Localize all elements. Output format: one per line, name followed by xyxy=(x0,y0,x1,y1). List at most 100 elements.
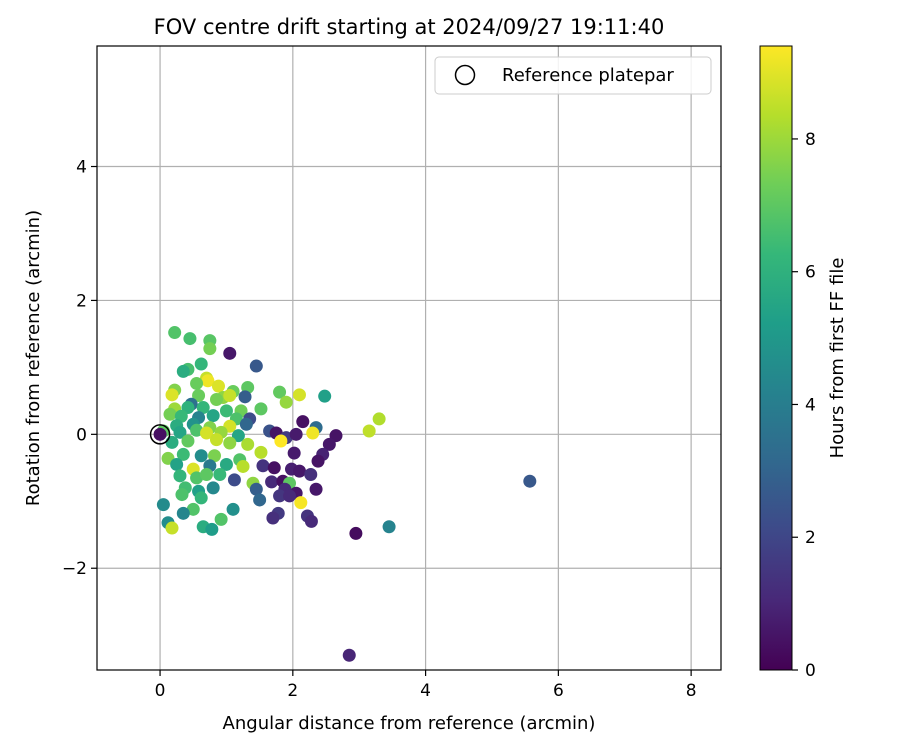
data-point xyxy=(190,423,204,437)
data-point xyxy=(266,511,280,525)
data-point xyxy=(176,447,190,461)
data-point xyxy=(283,489,297,503)
data-points xyxy=(156,326,537,662)
colorbar-tick-label: 2 xyxy=(805,528,816,548)
data-point xyxy=(209,433,223,447)
data-point xyxy=(223,388,237,402)
data-point xyxy=(382,520,396,534)
data-point xyxy=(219,457,233,471)
data-point xyxy=(163,407,177,421)
data-point xyxy=(318,389,332,403)
data-point xyxy=(372,412,386,426)
colorbar-tick-label: 8 xyxy=(805,130,816,150)
data-point xyxy=(205,522,219,536)
colorbar-tick-label: 4 xyxy=(805,395,816,415)
data-point xyxy=(165,435,179,449)
data-point xyxy=(309,482,323,496)
data-point xyxy=(223,436,237,450)
colorbar-tick-label: 6 xyxy=(805,263,816,283)
data-point xyxy=(523,474,537,488)
x-tick-label: 2 xyxy=(287,681,298,701)
colorbar-ticks: 0 2 4 6 8 xyxy=(792,130,816,681)
data-point xyxy=(294,496,308,510)
data-point xyxy=(239,417,253,431)
y-axis-ticks: −2 0 2 4 xyxy=(62,158,97,579)
data-point xyxy=(176,364,190,378)
data-point xyxy=(170,457,184,471)
data-point xyxy=(190,471,204,485)
chart-title: FOV centre drift starting at 2024/09/27 … xyxy=(154,15,665,39)
legend-marker xyxy=(454,64,476,86)
data-point xyxy=(253,493,267,507)
data-point xyxy=(201,374,215,388)
data-point xyxy=(289,427,303,441)
data-point xyxy=(241,437,255,451)
data-point xyxy=(304,514,318,528)
data-point xyxy=(181,434,195,448)
data-point xyxy=(236,459,250,473)
data-point xyxy=(238,390,252,404)
data-point xyxy=(213,467,227,481)
data-point xyxy=(296,415,310,429)
data-point xyxy=(183,332,197,346)
data-point xyxy=(223,346,237,360)
reference-point-fill xyxy=(153,427,167,441)
data-point xyxy=(287,446,301,460)
data-point xyxy=(349,526,363,540)
data-point xyxy=(200,467,214,481)
y-tick-label: 4 xyxy=(76,158,87,178)
data-point xyxy=(211,379,225,393)
data-point xyxy=(194,357,208,371)
data-point xyxy=(176,506,190,520)
data-point xyxy=(156,498,170,512)
data-point xyxy=(292,388,306,402)
data-point xyxy=(304,467,318,481)
colorbar: 0 2 4 6 8 Hours from first FF file xyxy=(759,45,848,681)
data-point xyxy=(265,475,279,489)
data-point xyxy=(173,425,187,439)
x-tick-label: 6 xyxy=(553,681,564,701)
reference-marker xyxy=(149,424,171,445)
data-point xyxy=(206,481,220,495)
colorbar-tick-label: 0 xyxy=(805,661,816,681)
data-point xyxy=(311,454,325,468)
data-point xyxy=(214,512,228,526)
y-tick-label: 0 xyxy=(76,425,87,445)
data-point xyxy=(219,404,233,418)
y-tick-label: −2 xyxy=(62,559,87,579)
data-point xyxy=(254,402,268,416)
data-point xyxy=(249,482,263,496)
data-point xyxy=(292,464,306,478)
data-point xyxy=(165,388,179,402)
data-point xyxy=(203,342,217,356)
grid-lines xyxy=(97,46,721,670)
x-axis-ticks: 0 2 4 6 8 xyxy=(155,670,697,701)
x-tick-label: 4 xyxy=(420,681,431,701)
data-point xyxy=(206,409,220,423)
data-point xyxy=(175,488,189,502)
data-point xyxy=(249,359,263,373)
data-point xyxy=(207,449,221,463)
data-point xyxy=(196,401,210,415)
plot-frame xyxy=(96,45,722,671)
data-point xyxy=(226,502,240,516)
data-point xyxy=(322,437,336,451)
data-point xyxy=(273,489,287,503)
colorbar-label: Hours from first FF file xyxy=(827,258,848,459)
x-tick-label: 8 xyxy=(686,681,697,701)
legend: Reference platepar xyxy=(434,56,712,95)
data-point xyxy=(194,449,208,463)
x-tick-label: 0 xyxy=(155,681,166,701)
data-point xyxy=(306,426,320,440)
data-point xyxy=(200,426,214,440)
y-axis-label: Rotation from reference (arcmin) xyxy=(23,210,44,506)
data-point xyxy=(273,385,287,399)
data-point xyxy=(165,521,179,535)
data-point xyxy=(227,473,241,487)
data-point xyxy=(168,326,182,340)
data-point xyxy=(190,376,204,390)
data-point xyxy=(256,459,270,473)
data-point xyxy=(192,388,206,402)
data-point xyxy=(231,429,245,443)
